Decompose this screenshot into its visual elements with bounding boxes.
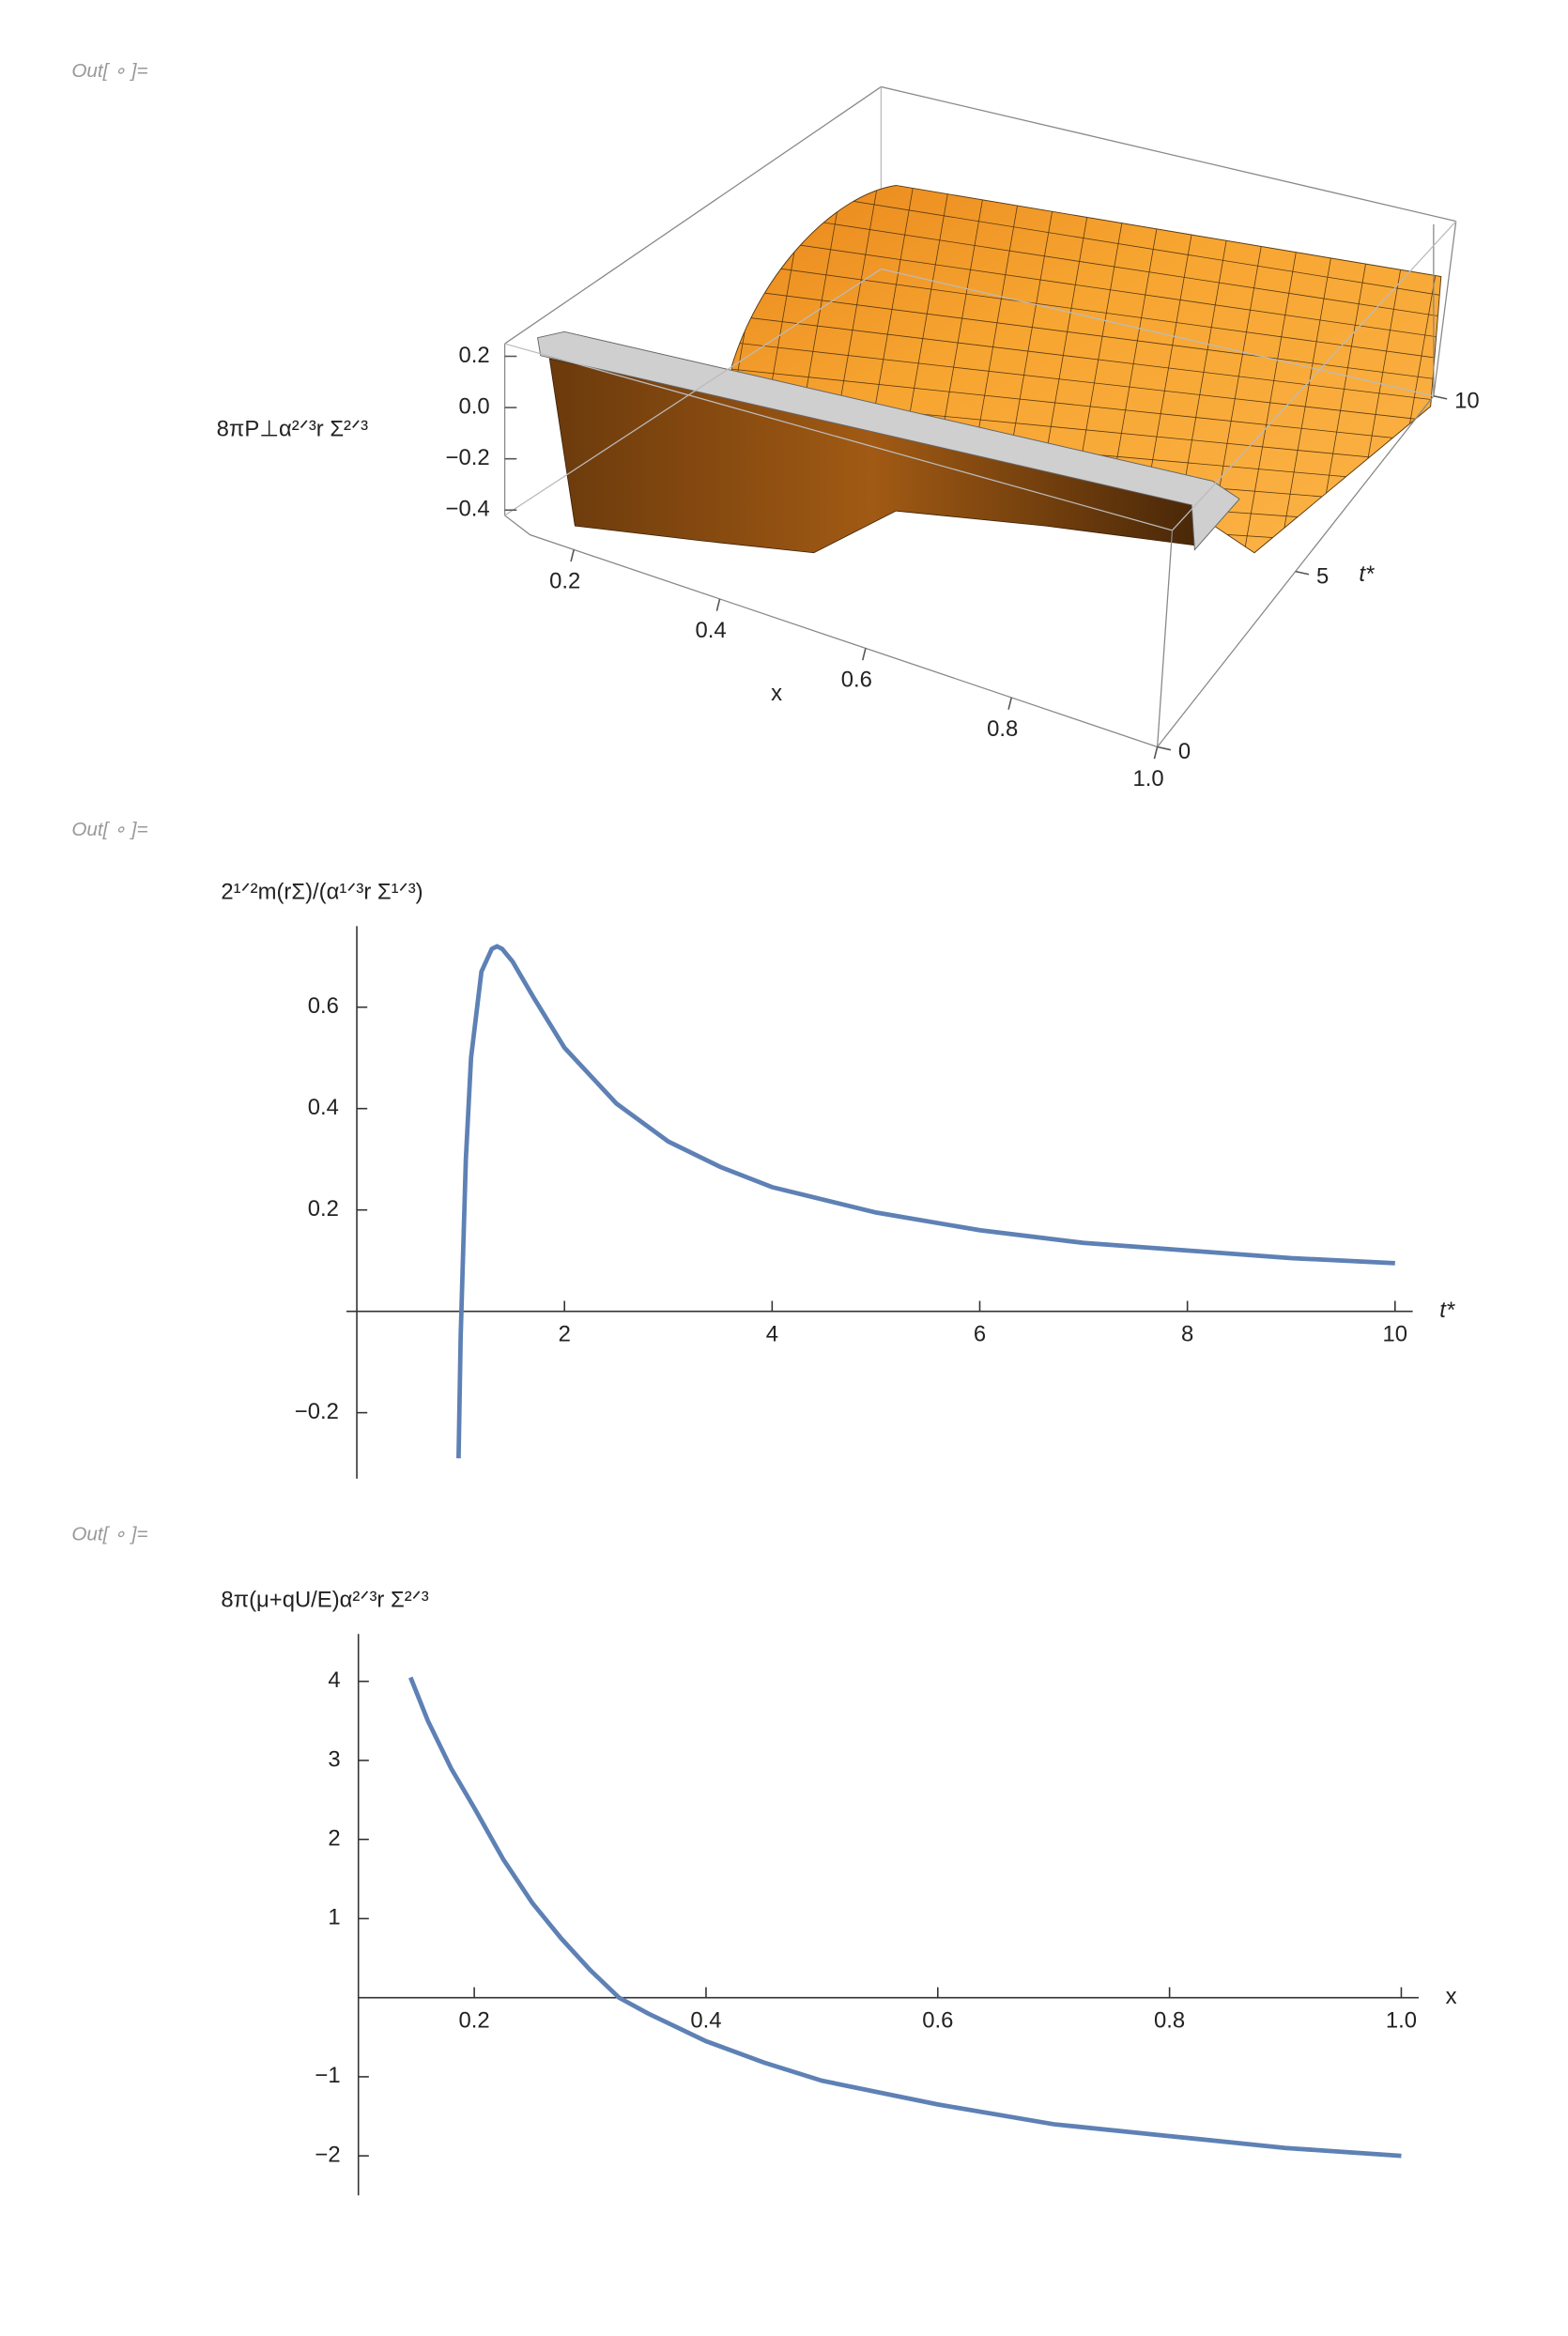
t-tick-label: 5 [1316,563,1329,589]
x-tick-label: 1.0 [1132,766,1163,791]
x-tick-label: 2 [559,1321,571,1346]
y-tick-label: 4 [328,1667,340,1693]
y-tick-label: −0.2 [295,1399,339,1424]
mesh-line [731,259,1441,362]
x-axis-label: t* [1439,1298,1455,1323]
x-tick-label: 0.4 [695,618,726,643]
t-tick-label: 0 [1178,739,1191,764]
y-tick-label: 3 [328,1746,340,1772]
data-line [456,944,1395,1459]
y-tick-label: −1 [315,2063,340,2088]
y-tick-label: 2 [328,1826,340,1852]
x-tick-label: 10 [1383,1321,1408,1346]
t-tick-label: 10 [1454,388,1480,413]
data-line [408,1676,1402,2159]
box-edge [1156,530,1174,747]
mesh-line [731,286,1441,383]
y-axis-label: 8π(μ+qU/E)α²ᐟ³r Σ²ᐟ³ [221,1588,428,1613]
box-edge [1433,221,1457,396]
y-axis-label: 2¹ᐟ²m(rΣ)/(α¹ᐟ³r Σ¹ᐟ³) [221,880,423,905]
y-tick-label: 1 [328,1905,340,1930]
x-tick-label: 0.2 [459,2007,490,2033]
out-prompt: Out[ ∘ ]= [71,819,147,840]
mesh-line [731,313,1441,405]
box-edge [881,268,1434,397]
y-tick-label: 0.6 [308,993,339,1019]
x-tick [1007,697,1013,710]
x-axis-label: x [1446,1984,1457,2009]
z-tick-label: 0.0 [459,393,490,419]
mesh-line [731,206,1441,321]
y-tick-label: 0.2 [308,1196,339,1222]
t-tick [1433,394,1448,400]
x-tick-label: 0.8 [1154,2007,1185,2033]
x-tick-label: 0.8 [987,716,1018,742]
x-tick [570,549,575,562]
z-tick-label: −0.2 [446,445,490,470]
t-tick [1157,745,1172,751]
x-tick-label: 1.0 [1386,2007,1417,2033]
mesh-line [731,367,1441,446]
mesh-line [731,232,1441,342]
box-edge [503,223,1435,748]
y-tick-label: 0.4 [308,1095,339,1120]
y-tick-label: −2 [315,2142,340,2167]
z-tick-label: −0.4 [446,497,490,522]
x-tick [1153,746,1159,760]
x-tick [861,648,867,661]
box-edge [1172,221,1457,531]
box-front [503,221,1457,748]
x-tick-label: 0.4 [690,2007,721,2033]
surface [537,184,1442,554]
x-tick [715,598,721,611]
out-prompt: Out[ ∘ ]= [71,1524,147,1545]
x-tick-label: 0.6 [922,2007,953,2033]
x-tick-label: 0.2 [549,569,580,594]
t-axis-label: t* [1359,561,1375,587]
x-tick-label: 4 [766,1321,778,1346]
mesh-line [731,340,1441,425]
z-tick-label: 0.2 [459,343,490,368]
x-tick-label: 0.6 [841,668,872,693]
z-axis-label: 8πP⊥α²ᐟ³r Σ²ᐟ³ [217,417,368,442]
t-tick [1295,570,1310,576]
x-axis-label: x [771,681,782,706]
out-prompt: Out[ ∘ ]= [71,60,147,82]
x-tick-label: 6 [974,1321,986,1346]
box-edge [504,343,1173,531]
box-edge [504,269,882,516]
x-tick-label: 8 [1181,1321,1193,1346]
